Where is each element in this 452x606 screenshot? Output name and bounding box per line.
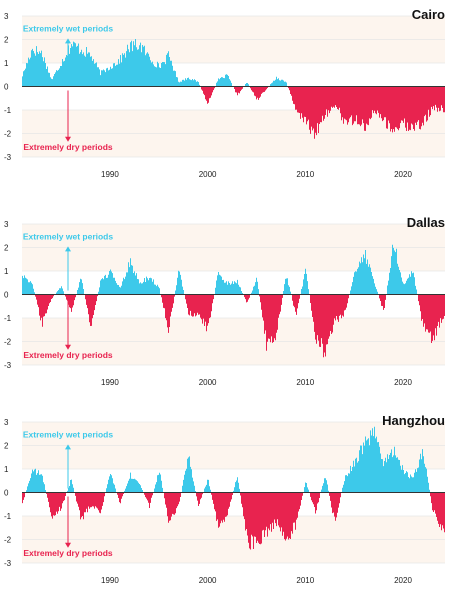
- x-tick-label: 2010: [296, 378, 314, 387]
- dry-annotation: Extremely dry periods: [23, 548, 113, 558]
- dry-arrow-head: [65, 344, 71, 350]
- chart-title-dallas: Dallas: [407, 215, 445, 230]
- wet-arrow-head: [65, 246, 71, 252]
- y-tick-label: 1: [4, 59, 9, 68]
- y-tick-label: -3: [4, 153, 12, 162]
- y-tick-label: 2: [4, 244, 9, 253]
- dry-period-bars: [35, 294, 445, 358]
- wet-arrow-head: [65, 38, 71, 44]
- dry-period-bars: [201, 86, 445, 139]
- wet-period-bars: [22, 244, 417, 295]
- y-tick-label: 3: [4, 220, 9, 229]
- chart-title-hangzhou: Hangzhou: [382, 413, 445, 428]
- chart-panel-dallas: 3 2 1 0 -1 -2 -3 1990 2000 2010 2020 Dallas Extremel…: [0, 208, 452, 408]
- x-tick-label: 2020: [394, 170, 412, 179]
- y-tick-label: 2: [4, 36, 9, 45]
- dry-annotation: Extremely dry periods: [23, 142, 113, 152]
- y-tick-label: -1: [4, 106, 12, 115]
- y-tick-label: -3: [4, 559, 12, 568]
- chart-svg-cairo: 3 2 1 0 -1 -2 -3 1990 2000 2010 2020 Cairo Extremely…: [4, 7, 445, 179]
- chart-panel-cairo: 3 2 1 0 -1 -2 -3 1990 2000 2010 2020 Cairo Extremely…: [0, 0, 452, 200]
- wet-period-bars: [26, 426, 430, 493]
- y-tick-label: 1: [4, 465, 9, 474]
- chart-title-cairo: Cairo: [412, 7, 445, 22]
- chart-svg-hangzhou: 3 2 1 0 -1 -2 -3 1990 2000 2010 2020 Hangzhou Extrem…: [4, 413, 445, 585]
- x-tick-label: 1990: [101, 378, 119, 387]
- y-tick-label: -1: [4, 314, 12, 323]
- x-tick-label: 1990: [101, 170, 119, 179]
- chart-panel-hangzhou: 3 2 1 0 -1 -2 -3 1990 2000 2010 2020 Hangzhou Extrem…: [0, 406, 452, 606]
- dry-arrow-head: [65, 542, 71, 548]
- wet-annotation: Extremely wet periods: [23, 231, 114, 241]
- x-tick-label: 2000: [199, 576, 217, 585]
- y-tick-label: 0: [4, 489, 9, 498]
- y-tick-label: 0: [4, 83, 9, 92]
- y-tick-label: 2: [4, 442, 9, 451]
- x-tick-label: 2020: [394, 576, 412, 585]
- y-tick-label: -2: [4, 130, 12, 139]
- dry-period-bars: [22, 492, 445, 550]
- wet-annotation: Extremely wet periods: [23, 23, 114, 33]
- y-tick-label: -2: [4, 536, 12, 545]
- chart-svg-dallas: 3 2 1 0 -1 -2 -3 1990 2000 2010 2020 Dallas Extremel…: [4, 215, 445, 387]
- y-tick-label: -1: [4, 512, 12, 521]
- dry-arrow-head: [65, 136, 71, 142]
- x-tick-label: 1990: [101, 576, 119, 585]
- x-tick-label: 2000: [199, 378, 217, 387]
- x-tick-label: 2000: [199, 170, 217, 179]
- y-tick-label: 0: [4, 291, 9, 300]
- y-tick-label: -3: [4, 361, 12, 370]
- wet-period-bars: [22, 39, 287, 87]
- wet-annotation: Extremely wet periods: [23, 429, 114, 439]
- wet-arrow-head: [65, 444, 71, 450]
- y-tick-label: 3: [4, 418, 9, 427]
- y-tick-label: 1: [4, 267, 9, 276]
- dry-annotation: Extremely dry periods: [23, 350, 113, 360]
- x-tick-label: 2020: [394, 378, 412, 387]
- y-tick-label: -2: [4, 338, 12, 347]
- x-tick-label: 2010: [296, 170, 314, 179]
- y-tick-label: 3: [4, 12, 9, 21]
- x-tick-label: 2010: [296, 576, 314, 585]
